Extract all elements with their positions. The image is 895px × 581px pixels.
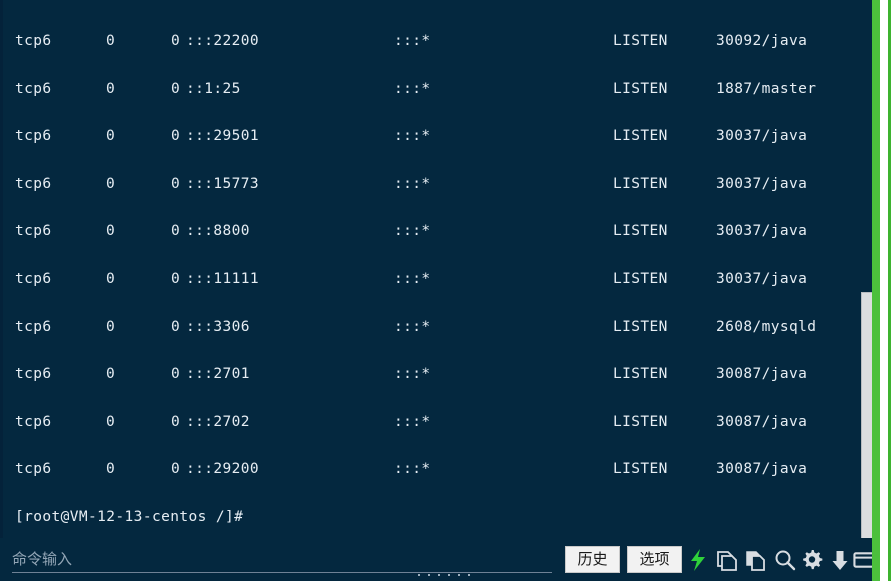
- row-foreign-address: :::*: [394, 80, 431, 97]
- row-state: LISTEN: [613, 366, 668, 383]
- row-pid-program: 30037/java: [716, 175, 808, 192]
- row-recv-queue: 0: [106, 366, 116, 383]
- bottom-toolbar: 历史 选项: [0, 538, 876, 581]
- row-foreign-address: :::*: [394, 175, 431, 192]
- row-state: LISTEN: [613, 318, 668, 335]
- row-state: LISTEN: [613, 461, 668, 478]
- row-state: LISTEN: [613, 223, 668, 240]
- row-proto: tcp6: [15, 128, 52, 145]
- table-row: tcp6 0 0:::29501:::* LISTEN 30037/java: [3, 124, 875, 148]
- row-local-address: :::29200: [186, 461, 260, 478]
- row-proto: tcp6: [15, 413, 52, 430]
- copy-icon[interactable]: [715, 548, 738, 571]
- row-foreign-address: :::*: [394, 33, 431, 49]
- row-foreign-address: :::*: [394, 318, 431, 335]
- command-input[interactable]: [12, 546, 552, 573]
- row-send-queue: 0: [171, 366, 181, 383]
- window-accent-border: [872, 0, 880, 581]
- row-recv-queue: 0: [106, 413, 116, 430]
- row-pid-program: 30087/java: [716, 413, 808, 430]
- row-proto: tcp6: [15, 175, 52, 192]
- row-proto: tcp6: [15, 33, 52, 49]
- search-icon[interactable]: [773, 548, 796, 571]
- window-accent-border-outer: [888, 0, 891, 581]
- row-pid-program: 30092/java: [716, 33, 808, 49]
- row-pid-program: 1887/master: [716, 80, 817, 97]
- row-state: LISTEN: [613, 80, 668, 97]
- row-proto: tcp6: [15, 223, 52, 240]
- row-local-address: :::2702: [186, 413, 250, 430]
- row-foreign-address: :::*: [394, 461, 431, 478]
- row-recv-queue: 0: [106, 461, 116, 478]
- row-pid-program: 2608/mysqld: [716, 318, 817, 335]
- row-foreign-address: :::*: [394, 366, 431, 383]
- row-send-queue: 0: [171, 223, 181, 240]
- row-local-address: :::8800: [186, 223, 250, 240]
- table-row: tcp6 0 0:::2702:::* LISTEN 30087/java: [3, 410, 875, 434]
- row-pid-program: 30037/java: [716, 223, 808, 240]
- history-button[interactable]: 历史: [565, 546, 620, 573]
- gear-icon[interactable]: [801, 548, 824, 571]
- row-proto: tcp6: [15, 271, 52, 287]
- row-foreign-address: :::*: [394, 413, 431, 430]
- row-send-queue: 0: [171, 80, 181, 97]
- row-state: LISTEN: [613, 128, 668, 145]
- table-row: tcp6 0 0::1:25:::* LISTEN 1887/master: [3, 77, 875, 101]
- row-proto: tcp6: [15, 461, 52, 478]
- download-arrow-icon[interactable]: [828, 548, 851, 571]
- row-send-queue: 0: [171, 128, 181, 145]
- row-recv-queue: 0: [106, 318, 116, 335]
- row-local-address: :::3306: [186, 318, 250, 335]
- row-recv-queue: 0: [106, 175, 116, 192]
- row-recv-queue: 0: [106, 271, 116, 287]
- table-row: tcp6 0 0:::29200:::* LISTEN 30087/java: [3, 457, 875, 481]
- row-send-queue: 0: [171, 461, 181, 478]
- paste-icon[interactable]: [744, 548, 767, 571]
- window-edge-outer: [891, 0, 895, 581]
- resize-grip[interactable]: [418, 572, 478, 578]
- row-proto: tcp6: [15, 366, 52, 383]
- row-state: LISTEN: [613, 33, 668, 49]
- row-state: LISTEN: [613, 175, 668, 192]
- terminal-output[interactable]: tcp6 0 0:::22200:::* LISTEN 30092/java tcp6 0 0…: [0, 0, 875, 538]
- row-pid-program: 30037/java: [716, 128, 808, 145]
- row-local-address: :::15773: [186, 175, 260, 192]
- row-recv-queue: 0: [106, 223, 116, 240]
- row-send-queue: 0: [171, 271, 181, 287]
- row-local-address: :::2701: [186, 366, 250, 383]
- table-row: tcp6 0 0:::22200:::* LISTEN 30092/java: [3, 29, 875, 53]
- row-pid-program: 30087/java: [716, 461, 808, 478]
- row-local-address: :::22200: [186, 33, 260, 49]
- row-foreign-address: :::*: [394, 271, 431, 287]
- row-recv-queue: 0: [106, 33, 116, 49]
- row-recv-queue: 0: [106, 80, 116, 97]
- row-send-queue: 0: [171, 175, 181, 192]
- table-row: tcp6 0 0:::3306:::* LISTEN 2608/mysqld: [3, 315, 875, 339]
- table-row: tcp6 0 0:::15773:::* LISTEN 30037/java: [3, 172, 875, 196]
- row-local-address: :::29501: [186, 128, 260, 145]
- row-proto: tcp6: [15, 80, 52, 97]
- row-local-address: ::1:25: [186, 80, 241, 97]
- row-state: LISTEN: [613, 271, 668, 287]
- table-row: tcp6 0 0:::11111:::* LISTEN 30037/java: [3, 267, 875, 291]
- row-send-queue: 0: [171, 413, 181, 430]
- window-edge-gap: [880, 0, 888, 581]
- table-row: tcp6 0 0:::8800:::* LISTEN 30037/java: [3, 219, 875, 243]
- row-send-queue: 0: [171, 33, 181, 49]
- row-pid-program: 30087/java: [716, 366, 808, 383]
- lightning-bolt-icon[interactable]: [686, 548, 709, 571]
- options-button[interactable]: 选项: [627, 546, 682, 573]
- row-foreign-address: :::*: [394, 128, 431, 145]
- row-local-address: :::11111: [186, 271, 260, 287]
- table-row: tcp6 0 0:::2701:::* LISTEN 30087/java: [3, 362, 875, 386]
- shell-prompt: [root@VM-12-13-centos /]#: [15, 509, 244, 525]
- row-send-queue: 0: [171, 318, 181, 335]
- row-foreign-address: :::*: [394, 223, 431, 240]
- row-pid-program: 30037/java: [716, 271, 808, 287]
- row-recv-queue: 0: [106, 128, 116, 145]
- row-proto: tcp6: [15, 318, 52, 335]
- row-state: LISTEN: [613, 413, 668, 430]
